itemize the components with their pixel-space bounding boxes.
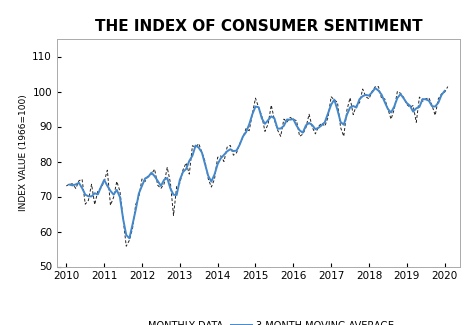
3 MONTH MOVING AVERAGE	[442, 89, 447, 93]
MONTHLY DATA	[445, 84, 451, 88]
3 MONTH MOVING AVERAGE	[328, 103, 334, 107]
3 MONTH MOVING AVERAGE	[67, 183, 73, 187]
MONTHLY DATA	[310, 125, 315, 129]
3 MONTH MOVING AVERAGE	[373, 86, 378, 90]
3 MONTH MOVING AVERAGE	[171, 193, 176, 197]
MONTHLY DATA	[438, 92, 444, 96]
Line: 3 MONTH MOVING AVERAGE: 3 MONTH MOVING AVERAGE	[70, 88, 445, 238]
Y-axis label: INDEX VALUE (1966=100): INDEX VALUE (1966=100)	[19, 94, 28, 211]
3 MONTH MOVING AVERAGE	[436, 101, 441, 105]
3 MONTH MOVING AVERAGE	[127, 236, 132, 240]
3 MONTH MOVING AVERAGE	[278, 126, 283, 130]
3 MONTH MOVING AVERAGE	[149, 171, 155, 175]
MONTHLY DATA	[373, 84, 378, 88]
Line: MONTHLY DATA: MONTHLY DATA	[66, 86, 448, 246]
MONTHLY DATA	[275, 128, 281, 132]
MONTHLY DATA	[64, 184, 69, 188]
MONTHLY DATA	[190, 144, 195, 148]
Legend: MONTHLY DATA, 3 MONTH MOVING AVERAGE: MONTHLY DATA, 3 MONTH MOVING AVERAGE	[118, 317, 398, 325]
MONTHLY DATA	[155, 183, 161, 187]
3 MONTH MOVING AVERAGE	[366, 94, 372, 98]
Title: THE INDEX OF CONSUMER SENTIMENT: THE INDEX OF CONSUMER SENTIMENT	[94, 19, 422, 34]
MONTHLY DATA	[423, 97, 428, 101]
MONTHLY DATA	[123, 244, 129, 248]
